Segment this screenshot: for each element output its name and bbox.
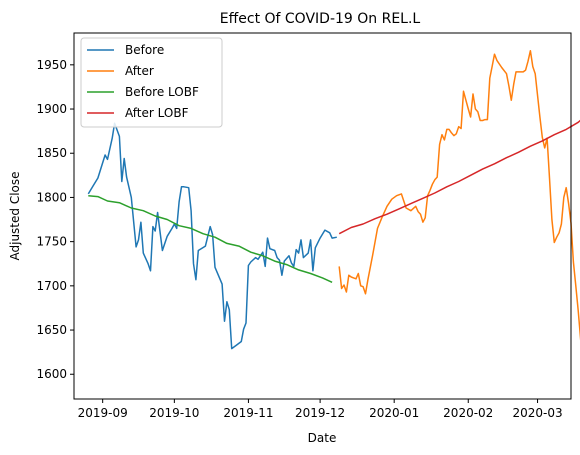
x-axis-label: Date (308, 431, 337, 445)
series-layer (87, 49, 580, 350)
series-line-after (338, 49, 580, 341)
legend-box (80, 37, 223, 128)
y-tick-label: 1600 (36, 367, 67, 381)
y-tick-label: 1950 (36, 58, 67, 72)
y-tick-label: 1900 (36, 102, 67, 116)
y-tick-label: 1750 (36, 235, 67, 249)
x-axis: 2019-09 2019-10 2019-11 2019-12 2020-01 2020-… (78, 399, 563, 420)
x-tick-label: 2019-09 (78, 406, 128, 420)
legend-label-after: After (125, 64, 154, 78)
legend-label-before: Before (125, 43, 164, 57)
series-line-after-lobf (338, 119, 580, 235)
legend-label-before-lobf: Before LOBF (125, 85, 199, 99)
x-tick-label: 2020-01 (369, 406, 419, 420)
x-tick-label: 2019-11 (223, 406, 273, 420)
legend-label-after-lobf: After LOBF (125, 106, 189, 120)
y-axis-label: Adjusted Close (8, 171, 22, 260)
x-tick-label: 2019-12 (295, 406, 345, 420)
legend-items: Before After Before LOBF After LOBF (87, 43, 199, 120)
y-axis: 1600 1650 1700 1750 1800 1850 1900 1950 (36, 58, 74, 381)
x-tick-label: 2020-03 (512, 406, 562, 420)
y-tick-label: 1700 (36, 279, 67, 293)
chart-title: Effect Of COVID-19 On REL.L (220, 11, 421, 27)
plot-frame (73, 32, 572, 400)
y-tick-label: 1850 (36, 146, 67, 160)
y-tick-label: 1800 (36, 190, 67, 204)
y-tick-label: 1650 (36, 323, 67, 337)
series-line-before (87, 122, 337, 350)
series-line-before-lobf (88, 194, 333, 283)
legend: Before After Before LOBF After LOBF (80, 37, 223, 128)
x-tick-label: 2020-02 (443, 406, 493, 420)
x-tick-label: 2019-10 (149, 406, 199, 420)
